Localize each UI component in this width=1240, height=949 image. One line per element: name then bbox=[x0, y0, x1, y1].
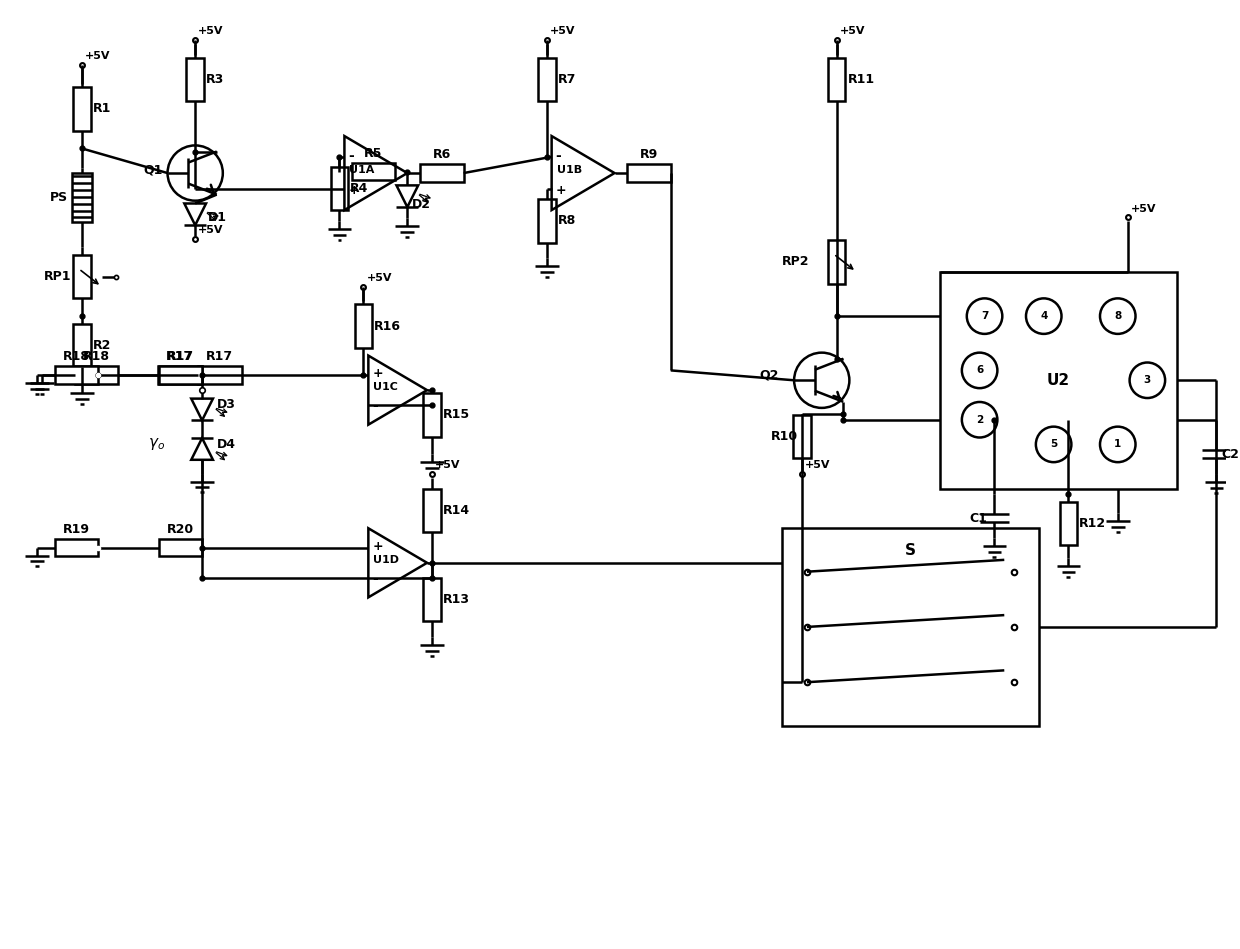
Text: R5: R5 bbox=[365, 147, 383, 159]
Text: D1: D1 bbox=[208, 211, 227, 224]
Text: D2: D2 bbox=[412, 197, 432, 211]
Text: +5V: +5V bbox=[366, 272, 392, 283]
Text: U1A: U1A bbox=[350, 165, 374, 176]
Text: R10: R10 bbox=[770, 430, 797, 443]
Text: U1B: U1B bbox=[557, 165, 582, 176]
Bar bbox=[72, 173, 92, 222]
Text: +5V: +5V bbox=[805, 460, 831, 470]
Text: RP2: RP2 bbox=[782, 255, 810, 269]
Text: R14: R14 bbox=[443, 504, 470, 517]
Bar bbox=[159, 366, 202, 383]
Text: 6: 6 bbox=[976, 365, 983, 376]
Text: R18: R18 bbox=[83, 350, 110, 363]
Text: R11: R11 bbox=[847, 73, 874, 85]
Text: R8: R8 bbox=[558, 214, 575, 228]
Text: -: - bbox=[348, 149, 355, 163]
Text: 3: 3 bbox=[1143, 375, 1151, 385]
Text: R6: R6 bbox=[433, 148, 451, 161]
Text: -: - bbox=[372, 572, 378, 586]
Text: D4: D4 bbox=[217, 437, 236, 451]
Bar bbox=[1059, 502, 1078, 545]
Text: D3: D3 bbox=[217, 398, 236, 411]
Bar bbox=[827, 240, 846, 284]
Text: R17: R17 bbox=[167, 350, 193, 363]
Bar bbox=[827, 58, 846, 101]
Text: +5V: +5V bbox=[435, 460, 460, 470]
Bar bbox=[73, 324, 91, 367]
Text: +5V: +5V bbox=[84, 50, 110, 61]
Bar bbox=[355, 305, 372, 347]
Text: U2: U2 bbox=[1047, 373, 1070, 388]
Text: R17: R17 bbox=[166, 350, 193, 363]
Bar bbox=[55, 366, 98, 383]
Bar bbox=[782, 529, 1039, 726]
Text: 8: 8 bbox=[1114, 311, 1121, 321]
Text: R12: R12 bbox=[1079, 517, 1106, 530]
Text: 4: 4 bbox=[1040, 311, 1048, 321]
Text: +: + bbox=[372, 540, 383, 553]
Text: +5V: +5V bbox=[839, 26, 866, 36]
Bar bbox=[420, 164, 464, 182]
Bar bbox=[627, 164, 671, 182]
Text: R4: R4 bbox=[351, 182, 368, 195]
Text: $\gamma_o$: $\gamma_o$ bbox=[148, 436, 165, 452]
Text: R20: R20 bbox=[167, 523, 193, 536]
Text: +5V: +5V bbox=[198, 225, 223, 235]
Text: R2: R2 bbox=[93, 339, 110, 352]
Bar bbox=[186, 58, 205, 101]
Text: Q2: Q2 bbox=[760, 369, 779, 381]
Bar bbox=[352, 162, 396, 180]
Text: -: - bbox=[372, 400, 378, 414]
Text: R9: R9 bbox=[640, 148, 658, 161]
Text: RP1: RP1 bbox=[45, 270, 72, 283]
Text: R7: R7 bbox=[558, 73, 575, 85]
Text: Q1: Q1 bbox=[143, 163, 162, 177]
Bar bbox=[331, 167, 348, 210]
Text: 5: 5 bbox=[1050, 439, 1058, 450]
Text: R19: R19 bbox=[63, 523, 91, 536]
Bar bbox=[74, 366, 118, 383]
Text: +5V: +5V bbox=[1131, 203, 1156, 214]
Text: R15: R15 bbox=[443, 408, 470, 421]
Text: U1C: U1C bbox=[373, 382, 398, 392]
Text: +: + bbox=[372, 367, 383, 381]
Text: 2: 2 bbox=[976, 415, 983, 425]
Text: +: + bbox=[348, 184, 360, 196]
Text: C2: C2 bbox=[1221, 448, 1239, 461]
Bar bbox=[423, 489, 441, 532]
Bar bbox=[538, 199, 556, 243]
Text: C1: C1 bbox=[970, 512, 987, 525]
Bar bbox=[159, 366, 202, 383]
Text: R17: R17 bbox=[206, 350, 233, 363]
Text: +5V: +5V bbox=[198, 26, 223, 36]
Text: R13: R13 bbox=[443, 593, 470, 605]
Bar bbox=[423, 393, 441, 437]
Bar bbox=[794, 415, 811, 458]
Text: U1D: U1D bbox=[373, 555, 399, 565]
Text: -: - bbox=[556, 149, 562, 163]
Bar bbox=[198, 366, 242, 383]
Text: R16: R16 bbox=[374, 320, 402, 332]
Bar bbox=[73, 87, 91, 131]
Text: +5V: +5V bbox=[549, 26, 575, 36]
Bar bbox=[73, 255, 91, 298]
Text: R1: R1 bbox=[93, 102, 110, 116]
Text: 7: 7 bbox=[981, 311, 988, 321]
Text: R18: R18 bbox=[63, 350, 91, 363]
Text: 1: 1 bbox=[1114, 439, 1121, 450]
Bar bbox=[55, 539, 98, 556]
Text: +: + bbox=[556, 184, 567, 196]
Bar bbox=[423, 578, 441, 621]
Text: R3: R3 bbox=[206, 73, 224, 85]
Text: S: S bbox=[905, 543, 916, 558]
Bar bbox=[159, 539, 202, 556]
Bar bbox=[940, 271, 1177, 489]
Bar bbox=[538, 58, 556, 101]
Text: PS: PS bbox=[50, 192, 68, 204]
